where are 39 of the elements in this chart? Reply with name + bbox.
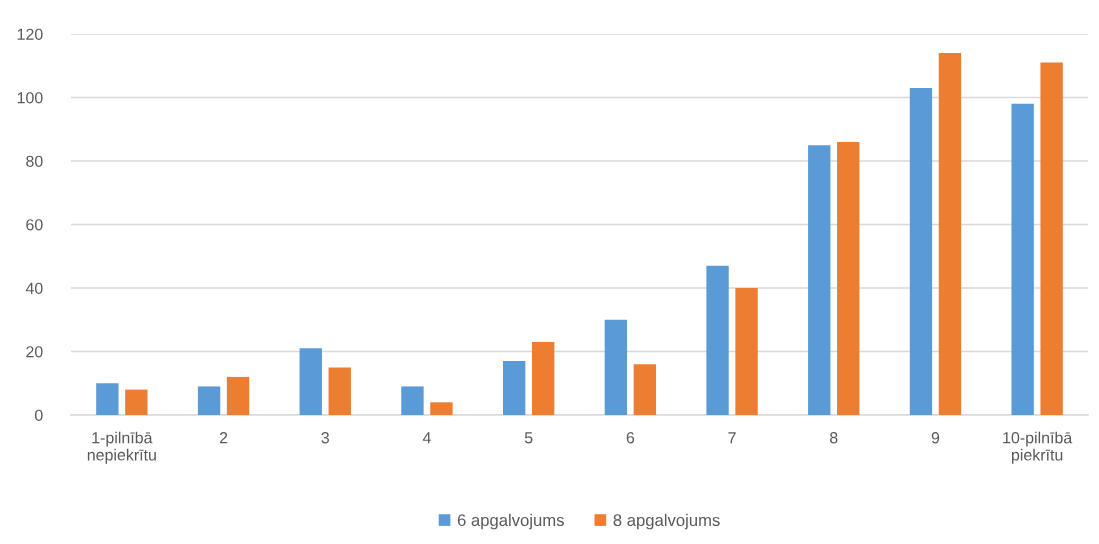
x-tick-label: 9 <box>931 432 940 444</box>
bar <box>1011 103 1034 415</box>
x-tick-label: 2 <box>219 432 228 444</box>
x-tick-label: 4 <box>422 432 431 444</box>
bar <box>226 376 250 415</box>
bar <box>502 361 526 415</box>
y-tick-label: 80 <box>26 155 43 167</box>
y-tick-label: 20 <box>26 346 43 358</box>
y-tick-label: 100 <box>17 92 43 104</box>
x-tick-label: 6 <box>626 432 635 444</box>
bar <box>604 319 628 415</box>
bar <box>837 141 860 415</box>
bar <box>938 53 962 415</box>
y-tick-label: 0 <box>34 409 43 421</box>
x-tick-label: 8 <box>830 432 838 444</box>
bar <box>430 402 453 415</box>
y-tick-label: 40 <box>25 282 43 294</box>
bar <box>735 288 758 415</box>
bar <box>401 386 424 415</box>
bar <box>909 87 933 415</box>
bar <box>328 367 351 415</box>
legend-label: 8 apgalvojums <box>613 513 720 530</box>
x-tick-label: 1-pilnībā nepiekrītu <box>87 431 156 464</box>
y-tick-label: 60 <box>26 219 43 231</box>
bar <box>197 386 221 415</box>
bar <box>1040 62 1063 415</box>
bar <box>299 348 322 415</box>
y-tick-label: 120 <box>17 28 43 40</box>
bar <box>96 383 119 415</box>
x-tick-label: 3 <box>321 432 329 444</box>
legend-label: 6 apgalvojums <box>457 513 564 530</box>
x-tick-label: 5 <box>524 432 533 444</box>
x-tick-label: 7 <box>728 432 736 444</box>
bar <box>125 389 148 415</box>
bar <box>531 341 555 415</box>
bar <box>808 145 831 415</box>
x-tick-label: 10-pilnībā piekrītu <box>1003 431 1073 464</box>
bar <box>706 265 729 415</box>
bar <box>633 364 657 415</box>
